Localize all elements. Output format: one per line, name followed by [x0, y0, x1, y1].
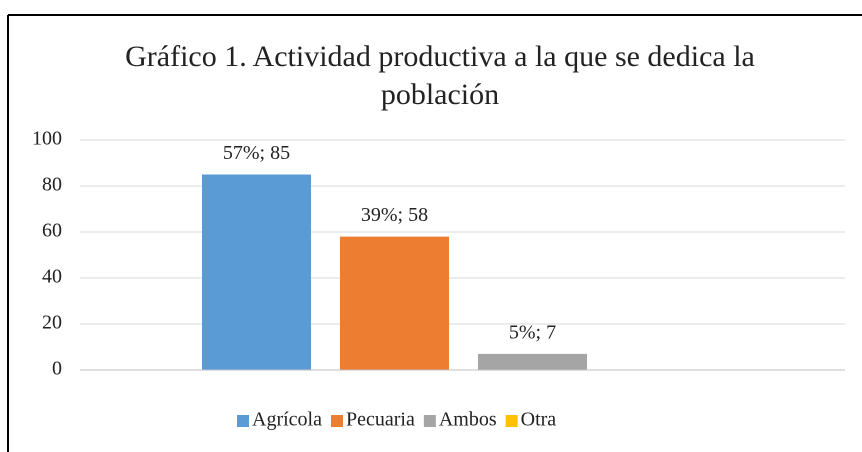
- y-tick-label: 100: [32, 128, 62, 150]
- data-label: 39%; 58: [361, 204, 428, 226]
- y-tick-label: 0: [52, 358, 62, 380]
- legend-label: Agrícola: [252, 409, 322, 431]
- legend-swatch: [423, 415, 436, 427]
- y-tick-label: 20: [42, 312, 62, 334]
- y-tick-label: 60: [42, 220, 62, 242]
- y-tick-label: 80: [42, 174, 62, 196]
- bar: [340, 236, 449, 370]
- data-label: 57%; 85: [223, 142, 290, 164]
- legend-swatch: [237, 415, 249, 427]
- legend-label: Otra: [521, 409, 557, 431]
- bar: [202, 174, 311, 370]
- bar: [478, 353, 587, 370]
- legend-label: Ambos: [439, 409, 497, 431]
- chart-title: Gráfico 1. Actividad productiva a la que…: [125, 40, 755, 111]
- legend-label: Pecuaria: [346, 409, 415, 431]
- legend-swatch: [505, 415, 518, 427]
- y-tick-label: 40: [42, 266, 62, 288]
- legend-swatch: [330, 415, 343, 427]
- data-label: 5%; 7: [509, 321, 556, 343]
